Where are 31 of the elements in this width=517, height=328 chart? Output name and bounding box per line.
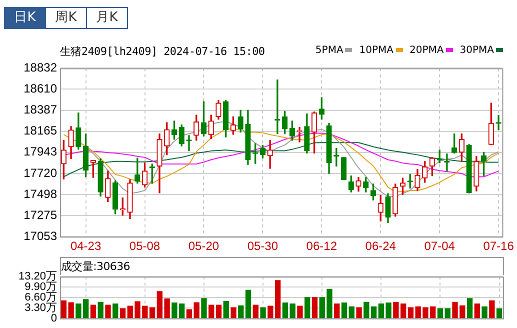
x-tick-label: 05-20 [188, 239, 220, 254]
text: 周K [45, 8, 86, 28]
x-tick-label: 04-23 [70, 239, 102, 254]
chart-title: 成交量:30636 [61, 259, 130, 274]
y-tick-label: 17498 [24, 186, 58, 201]
y-tick-label: 3.30万 [24, 302, 57, 314]
x-tick-label: 06-24 [365, 239, 396, 254]
legend-label: 10PMA [359, 45, 395, 56]
legend-label: 5PMA [315, 45, 344, 56]
y-tick-label: 0 [50, 312, 57, 324]
y-tick-label: 18832 [24, 60, 58, 75]
legend-label: 30PMA [460, 45, 495, 56]
text: 日K [5, 8, 45, 28]
x-tick-label: 06-12 [306, 239, 338, 254]
y-tick-label: 13.20万 [18, 270, 57, 283]
y-tick-label: 18610 [24, 82, 58, 96]
y-tick-label: 17053 [24, 228, 58, 243]
y-tick-label: 17720 [24, 166, 58, 180]
x-tick-label: 07-16 [483, 239, 514, 254]
x-tick-label: 05-08 [129, 239, 160, 254]
y-tick-label: 6.60万 [24, 292, 57, 304]
y-tick-label: 18387 [24, 102, 58, 117]
y-tick-label: 17275 [24, 208, 58, 222]
text: 月K [86, 8, 127, 28]
y-tick-label: 17943 [24, 144, 58, 159]
y-tick-label: 9.90万 [24, 281, 57, 294]
legend-label: 20PMA [410, 45, 445, 56]
x-tick-label: 05-30 [247, 239, 278, 254]
x-tick-label: 07-04 [424, 239, 456, 254]
chart-title: 生猪2409[lh2409] 2024-07-16 15:00 [60, 44, 265, 59]
y-tick-label: 18165 [24, 124, 58, 138]
